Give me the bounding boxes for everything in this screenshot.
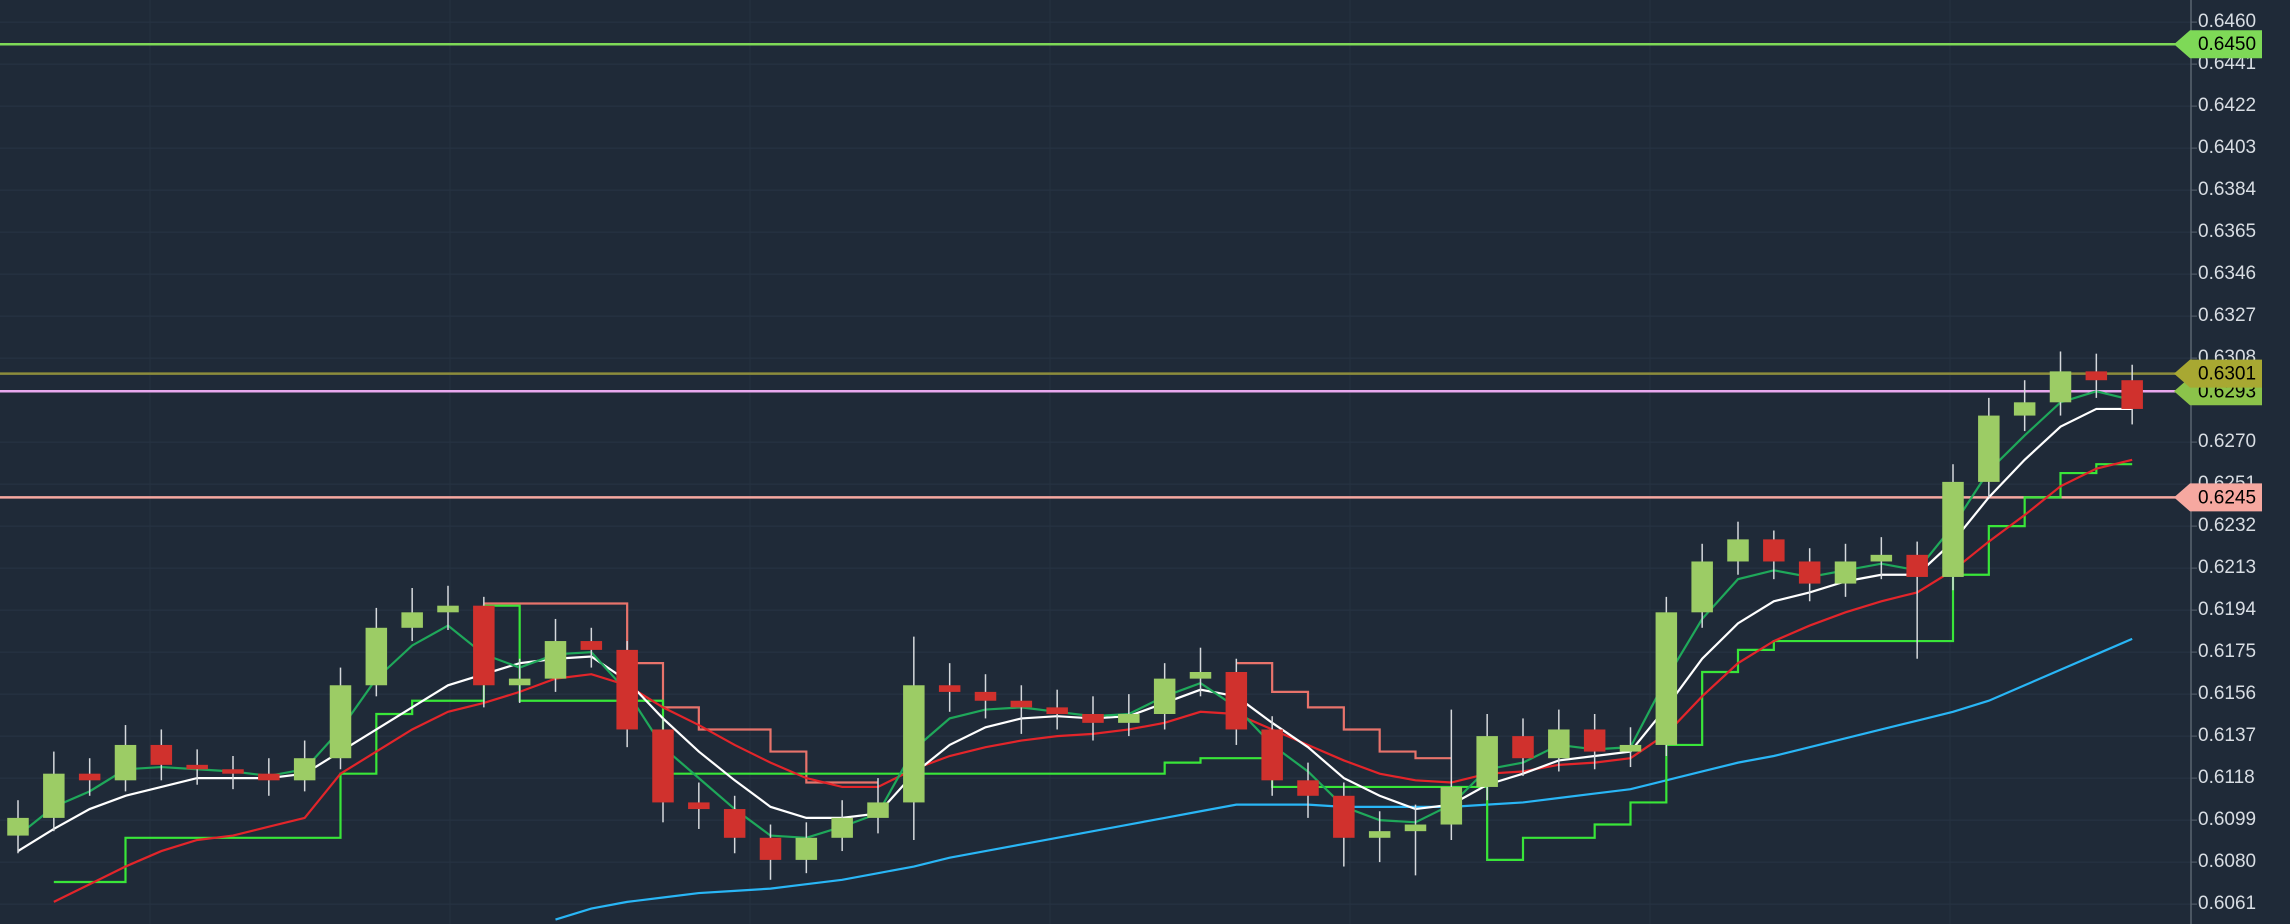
candle-body <box>1619 744 1642 752</box>
candle-body <box>365 627 388 686</box>
indicator-line <box>17 390 2133 839</box>
candle-body <box>258 773 280 781</box>
candle-body <box>759 837 782 860</box>
candle-body <box>616 649 638 730</box>
indicator-line <box>483 602 1452 784</box>
y-tick-label: 0.6118 <box>2198 767 2255 788</box>
candle-body <box>1834 561 1857 584</box>
candle-body <box>43 773 65 818</box>
candle-body <box>1333 795 1355 838</box>
candle-body <box>1082 714 1104 723</box>
candle-body <box>2085 371 2108 381</box>
y-tick-label: 0.6441 <box>2198 53 2256 74</box>
candle-body <box>473 605 495 686</box>
y-tick-label: 0.6099 <box>2198 809 2256 830</box>
candle-body <box>222 769 244 774</box>
y-tick-label: 0.6061 <box>2198 893 2256 914</box>
candle-body <box>1548 729 1570 759</box>
candle-body <box>1440 786 1463 825</box>
candle-body <box>938 685 961 692</box>
candle-body <box>1512 736 1534 759</box>
y-tick-label: 0.6137 <box>2198 725 2256 746</box>
candle-body <box>114 744 137 781</box>
candle-body <box>974 691 997 701</box>
level-label: 0.6245 <box>2198 487 2256 508</box>
candle-body <box>78 773 101 781</box>
candle-body <box>1583 729 1606 752</box>
candle-body <box>1225 672 1248 730</box>
grid <box>0 21 2191 905</box>
candle-body <box>1261 729 1283 781</box>
candle-body <box>2013 402 2036 416</box>
candle-body <box>1046 707 1068 714</box>
candle-body <box>329 685 352 759</box>
candle-body <box>150 744 173 765</box>
candle-body <box>831 817 853 838</box>
candle-body <box>2121 380 2143 409</box>
candle-body <box>1798 561 1821 584</box>
candle-body <box>1189 672 1212 679</box>
level-label-box <box>2174 359 2262 388</box>
candle-body <box>1870 554 1893 562</box>
candle-body <box>1906 554 1928 577</box>
candle-body <box>1942 481 1964 577</box>
candle-body <box>1153 678 1176 714</box>
y-tick-label: 0.6460 <box>2198 11 2256 32</box>
candle-body <box>580 641 603 650</box>
candle-body <box>186 764 208 770</box>
y-tick-label: 0.6346 <box>2198 263 2256 284</box>
candle-body <box>1763 539 1785 562</box>
y-tick-label: 0.6270 <box>2198 431 2256 452</box>
level-label: 0.6450 <box>2198 34 2256 55</box>
y-tick-label: 0.6156 <box>2198 683 2256 704</box>
y-tick-label: 0.6403 <box>2198 137 2256 158</box>
candle-body <box>1368 831 1391 838</box>
candle-body <box>401 612 423 628</box>
price-axis: 0.6460 0.6441 0.6422 0.6403 0.6384 0.6365 0.63… <box>2191 11 2257 914</box>
candle-body <box>7 817 29 836</box>
candle-body <box>1655 612 1678 745</box>
candle-body <box>723 809 746 838</box>
level-label-box <box>2174 483 2262 512</box>
candle-body <box>867 802 889 818</box>
y-tick-label: 0.6365 <box>2198 221 2256 242</box>
candle-body <box>652 729 674 803</box>
y-tick-label: 0.6213 <box>2198 557 2256 578</box>
candle-body <box>293 758 316 781</box>
y-tick-label: 0.6080 <box>2198 851 2256 872</box>
y-tick-label: 0.6194 <box>2198 599 2257 620</box>
level-label-box <box>2174 30 2262 59</box>
y-tick-label: 0.6175 <box>2198 641 2256 662</box>
candle-body <box>1978 415 2000 482</box>
plot-area <box>0 42 2191 921</box>
candle-body <box>1404 824 1427 832</box>
candle-body <box>544 641 567 679</box>
y-tick-label: 0.6384 <box>2198 179 2257 200</box>
y-tick-label: 0.6327 <box>2198 305 2256 326</box>
candle-body <box>903 685 925 803</box>
candle-body <box>508 678 531 686</box>
candle-body <box>795 837 818 860</box>
candle-body <box>1691 561 1713 613</box>
candle-body <box>688 802 710 810</box>
candle-body <box>1010 700 1033 708</box>
candle-body <box>1476 736 1498 787</box>
level-label: 0.6301 <box>2198 364 2256 385</box>
candle-body <box>1118 714 1140 723</box>
y-tick-label: 0.6232 <box>2198 515 2256 536</box>
indicator-line <box>17 407 2133 852</box>
candle-body <box>1727 539 1749 562</box>
candle-body <box>437 605 459 613</box>
candle-body <box>2049 371 2072 403</box>
candle-body <box>1297 780 1319 796</box>
y-tick-label: 0.6422 <box>2198 95 2256 116</box>
